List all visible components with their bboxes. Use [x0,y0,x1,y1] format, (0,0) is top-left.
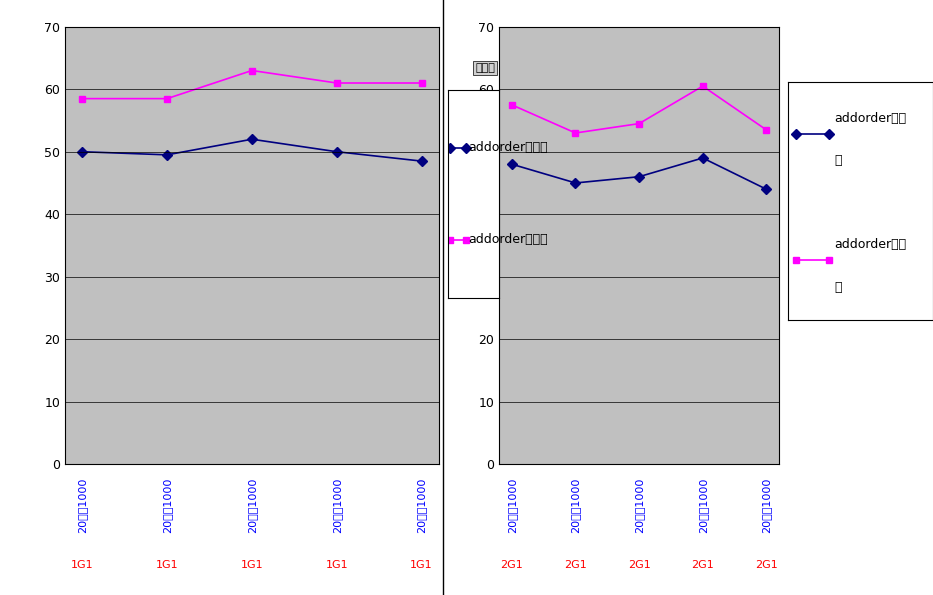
Text: addorder无事务: addorder无事务 [468,142,548,155]
Text: 20商品1000: 20商品1000 [247,477,257,533]
Text: 20商品1000: 20商品1000 [634,477,644,533]
Text: 2G1: 2G1 [564,560,587,571]
Text: 20商品1000: 20商品1000 [332,477,341,533]
Text: addorder有事务: addorder有事务 [468,233,548,246]
Text: 图表区: 图表区 [475,63,495,73]
Text: addorder有事: addorder有事 [835,238,907,250]
Text: 20商品1000: 20商品1000 [570,477,580,533]
Text: 20商品1000: 20商品1000 [761,477,772,533]
Text: 20商品1000: 20商品1000 [698,477,708,533]
Text: 20商品1000: 20商品1000 [507,477,517,533]
Text: 2G1: 2G1 [628,560,650,571]
Text: 务: 务 [835,281,842,293]
Text: 1G1: 1G1 [156,560,178,571]
Text: addorder无事: addorder无事 [835,112,907,124]
Text: 20商品1000: 20商品1000 [77,477,88,533]
Text: 1G1: 1G1 [326,560,348,571]
Text: 2G1: 2G1 [500,560,523,571]
Text: 1G1: 1G1 [411,560,433,571]
Text: 2G1: 2G1 [691,560,714,571]
Text: 1G1: 1G1 [241,560,263,571]
Text: 1G1: 1G1 [71,560,93,571]
Text: 20商品1000: 20商品1000 [162,477,172,533]
Text: 2G1: 2G1 [755,560,778,571]
Text: 20商品1000: 20商品1000 [416,477,426,533]
Text: 务: 务 [835,155,842,167]
